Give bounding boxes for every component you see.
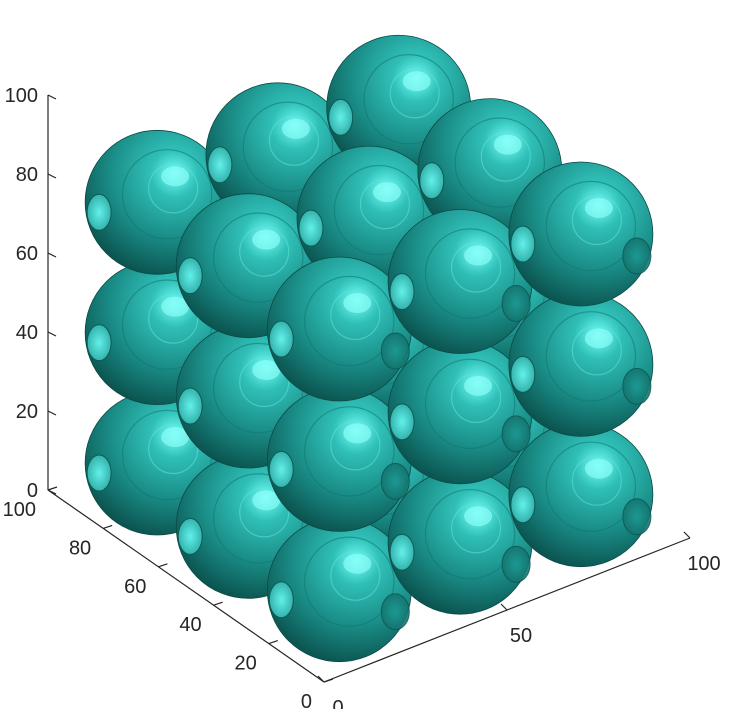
y-tick-label: 40 bbox=[179, 614, 201, 636]
x-tick-mark bbox=[683, 531, 691, 539]
y-tick-mark bbox=[158, 563, 168, 568]
sphere bbox=[508, 291, 654, 437]
y-tick-label: 100 bbox=[3, 499, 36, 521]
z-tick-label: 40 bbox=[16, 322, 38, 344]
y-axis-line bbox=[47, 489, 325, 683]
x-tick-label: 100 bbox=[687, 553, 720, 575]
sphere bbox=[266, 517, 412, 663]
y-tick-label: 60 bbox=[124, 576, 146, 598]
y-tick-label: 80 bbox=[69, 537, 91, 559]
z-tick-label: 20 bbox=[16, 401, 38, 423]
y-tick-mark bbox=[323, 678, 334, 683]
z-tick-mark bbox=[47, 252, 57, 258]
sphere bbox=[387, 209, 533, 354]
sphere bbox=[266, 256, 412, 402]
sphere bbox=[387, 339, 533, 485]
z-tick-mark bbox=[47, 489, 57, 495]
z-tick-label: 0 bbox=[27, 480, 38, 502]
x-tick-mark bbox=[317, 675, 325, 683]
z-tick-label: 60 bbox=[16, 243, 38, 265]
x-tick-mark bbox=[500, 603, 508, 611]
z-tick-mark bbox=[47, 410, 57, 416]
y-tick-label: 20 bbox=[235, 653, 257, 675]
x-tick-label: 50 bbox=[510, 625, 532, 647]
x-tick-label: 0 bbox=[332, 697, 343, 709]
sphere bbox=[387, 469, 533, 615]
z-tick-label: 80 bbox=[16, 164, 38, 186]
z-tick-label: 100 bbox=[5, 85, 38, 107]
sphere bbox=[508, 161, 654, 307]
sphere bbox=[508, 422, 654, 568]
spheres bbox=[84, 34, 654, 663]
sphere bbox=[266, 386, 412, 532]
y-tick-label: 0 bbox=[301, 691, 312, 709]
y-tick-mark bbox=[103, 524, 113, 529]
z-tick-mark bbox=[47, 94, 57, 100]
z-tick-mark bbox=[47, 331, 57, 337]
y-tick-mark bbox=[213, 601, 223, 606]
z-tick-mark bbox=[47, 173, 57, 179]
y-tick-mark bbox=[47, 486, 58, 491]
y-tick-mark bbox=[268, 640, 278, 645]
